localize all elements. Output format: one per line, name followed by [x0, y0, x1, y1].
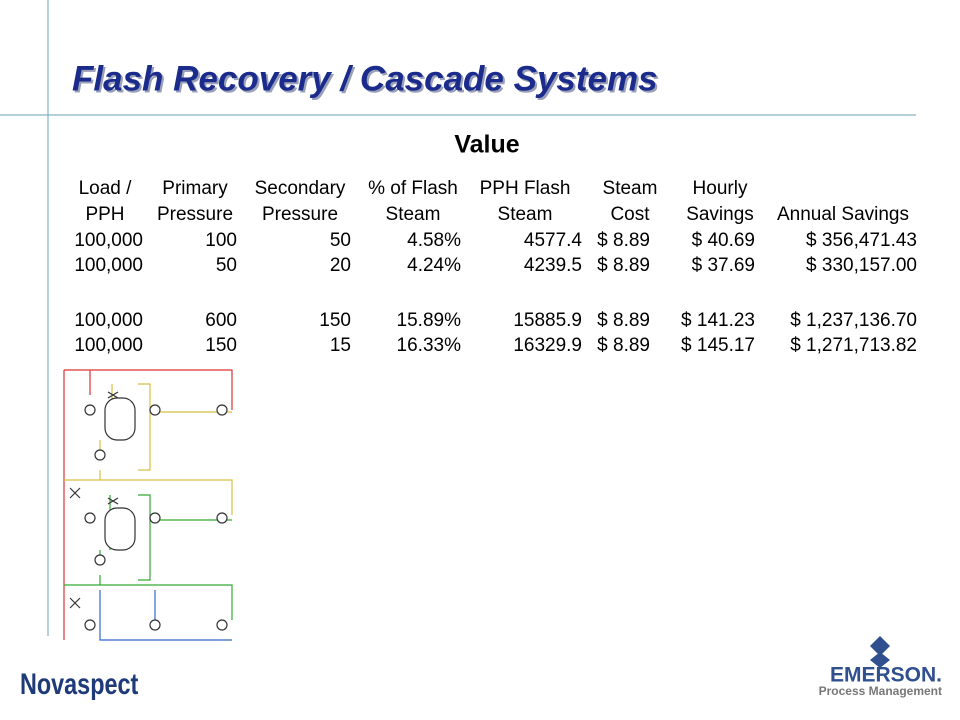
column-header: Steam: [498, 204, 553, 225]
column-header: Annual Savings: [777, 204, 909, 225]
table-cell: 100,000: [74, 230, 143, 251]
column-header: Load /: [79, 178, 133, 199]
column-header: Savings: [686, 204, 754, 225]
column-header: Hourly: [693, 178, 748, 199]
column-header: PPH: [85, 204, 124, 225]
table-cell: $ 8.89: [597, 230, 650, 251]
table-cell: 4239.5: [524, 255, 582, 276]
cascade-diagram: [63, 369, 233, 641]
logo-right: EMERSON.: [830, 664, 942, 687]
table-cell: 50: [330, 230, 351, 251]
table-cell: 4.58%: [407, 230, 461, 251]
logo-tagline: Process Management: [819, 684, 942, 698]
table-cell: $ 8.89: [597, 310, 650, 331]
table-cell: 16.33%: [397, 335, 462, 356]
table-cell: 4.24%: [407, 255, 461, 276]
table-cell: 600: [205, 310, 237, 331]
table-cell: $ 40.69: [692, 230, 755, 251]
table-cell: 150: [319, 310, 351, 331]
logo-left: Novaspect: [20, 667, 138, 700]
column-header: Pressure: [157, 204, 233, 225]
table-cell: 100,000: [74, 310, 143, 331]
column-header: % of Flash: [368, 178, 458, 199]
column-header: Pressure: [262, 204, 338, 225]
table-cell: $ 1,237,136.70: [790, 310, 917, 331]
table-cell: $ 1,271,713.82: [790, 335, 917, 356]
table-cell: 4577.4: [524, 230, 583, 251]
table-cell: 100,000: [74, 255, 143, 276]
emerson-mark: [870, 636, 890, 668]
title-shadow: Flash Recovery / Cascade Systems: [74, 61, 660, 100]
table-cell: 15.89%: [397, 310, 462, 331]
table-cell: $ 330,157.00: [806, 255, 917, 276]
table-cell: 50: [216, 255, 237, 276]
table-cell: 100,000: [74, 335, 143, 356]
table-cell: 15885.9: [513, 310, 582, 331]
column-header: Steam: [386, 204, 441, 225]
table-cell: $ 8.89: [597, 255, 650, 276]
table-cell: 15: [330, 335, 351, 356]
column-header: PPH Flash: [480, 178, 571, 199]
table-cell: $ 141.23: [681, 310, 755, 331]
column-header: Cost: [610, 204, 650, 225]
column-header: Primary: [162, 178, 228, 199]
table-cell: 100: [205, 230, 237, 251]
table-cell: 20: [330, 255, 351, 276]
table-cell: $ 37.69: [692, 255, 755, 276]
table-cell: 150: [205, 335, 237, 356]
table-cell: $ 8.89: [597, 335, 650, 356]
table: Load / PPH Primary Pressure Secondary Pressur…: [74, 178, 917, 356]
column-header: Steam: [603, 178, 658, 199]
table-cell: 16329.9: [513, 335, 582, 356]
column-header: Secondary: [255, 178, 346, 199]
subtitle: Value: [454, 131, 519, 159]
table-cell: $ 356,471.43: [806, 230, 917, 251]
title: Flash Recovery / Cascade Systems: [72, 59, 658, 98]
table-cell: $ 145.17: [681, 335, 755, 356]
